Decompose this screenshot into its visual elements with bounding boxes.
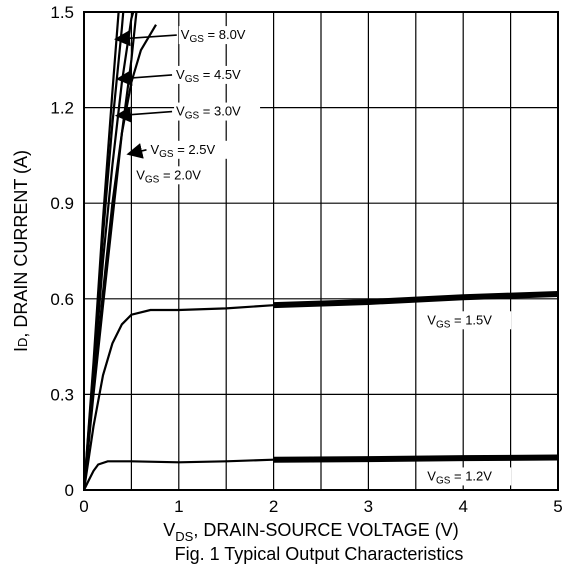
series-label-4: VGS = 2.0V [136, 167, 201, 185]
series-label-5: VGS = 1.5V [427, 312, 492, 330]
x-tick-label: 2 [269, 497, 278, 516]
series-label-0: VGS = 8.0V [181, 27, 246, 45]
label-background [425, 311, 512, 330]
x-tick-label: 3 [364, 497, 373, 516]
series-label-3: VGS = 2.5V [150, 142, 215, 160]
x-tick-labels: 0 1 2 3 4 5 [79, 497, 562, 516]
figure-caption: Fig. 1 Typical Output Characteristics [175, 544, 464, 564]
y-tick-label: 0 [65, 481, 74, 500]
series-line-5-thick [368, 294, 464, 305]
grid [84, 12, 558, 490]
x-tick-label: 1 [174, 497, 183, 516]
y-tick-label: 0.6 [50, 290, 74, 309]
x-axis-title: VDS, DRAIN-SOURCE VOLTAGE (V) [163, 520, 458, 544]
series-label-1: VGS = 4.5V [176, 67, 241, 85]
label-arrow-1 [115, 69, 173, 86]
label-arrow-2 [114, 106, 173, 123]
y-tick-label: 1.2 [50, 99, 74, 118]
label-background [134, 166, 221, 185]
label-background [174, 65, 261, 84]
y-axis-title: ID, DRAIN CURRENT (A) [11, 150, 31, 352]
series-label-6: VGS = 1.2V [427, 468, 492, 486]
x-tick-label: 0 [79, 497, 88, 516]
label-arrow-3 [126, 143, 147, 159]
series-line-6-thick [463, 454, 558, 462]
series-lines [84, 11, 558, 490]
label-background [148, 140, 235, 159]
y-tick-label: 0.9 [50, 194, 74, 213]
label-background [174, 102, 261, 121]
y-tick-labels: 0 0.3 0.6 0.9 1.2 1.5 [50, 3, 74, 500]
series-line-6-thick [368, 455, 464, 463]
series-label-2: VGS = 3.0V [176, 104, 241, 122]
y-tick-label: 0.3 [50, 385, 74, 404]
plot-frame [83, 11, 559, 491]
label-background [178, 26, 265, 45]
label-background [425, 467, 512, 486]
series-line-5-thick [273, 298, 369, 309]
series-line-5-thick [463, 291, 558, 301]
series-labels: VGS = 8.0V VGS = 4.5V VGS = 3.0V VGS = 2.5V… [113, 26, 512, 486]
y-tick-label: 1.5 [50, 3, 74, 22]
x-tick-label: 5 [553, 497, 562, 516]
label-arrow-0 [113, 30, 177, 47]
series-line-4 [84, 11, 138, 490]
series-line-6-thick [273, 456, 369, 463]
x-tick-label: 4 [458, 497, 467, 516]
